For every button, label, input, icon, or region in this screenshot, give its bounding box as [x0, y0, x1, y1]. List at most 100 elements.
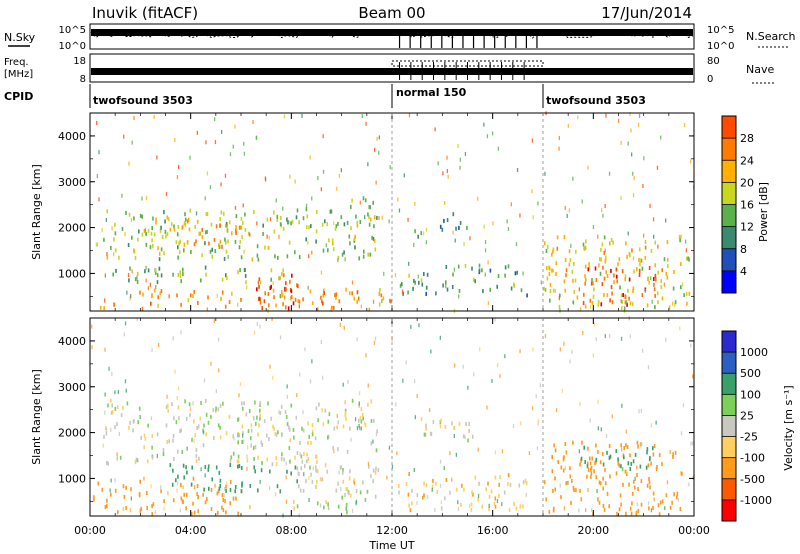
heatmap-cell	[473, 372, 475, 377]
colorbar-tick-label-velocity: -25	[740, 431, 758, 444]
colorbar-swatch	[722, 248, 736, 271]
heatmap-cell	[200, 467, 202, 472]
heatmap-cell	[136, 458, 139, 463]
heatmap-cell	[243, 141, 245, 146]
heatmap-cell	[634, 476, 636, 481]
heatmap-cell	[504, 273, 506, 278]
heatmap-cell	[273, 295, 275, 300]
heatmap-cell	[106, 504, 108, 509]
heatmap-cell	[624, 469, 627, 474]
heatmap-cell	[658, 453, 661, 457]
heatmap-cell	[212, 408, 215, 412]
heatmap-cell	[152, 243, 154, 248]
heatmap-cell	[410, 324, 412, 329]
heatmap-cell	[250, 428, 253, 433]
heatmap-cell	[166, 439, 168, 444]
heatmap-cell	[275, 432, 278, 437]
heatmap-cell	[484, 248, 487, 253]
heatmap-cell	[106, 252, 108, 256]
heatmap-cell	[133, 116, 135, 120]
heatmap-cell	[378, 150, 380, 155]
heatmap-cell	[134, 277, 137, 282]
heatmap-cell	[445, 284, 447, 289]
heatmap-cell	[133, 248, 135, 253]
heatmap-cell	[237, 440, 239, 445]
heatmap-cell	[182, 272, 184, 277]
heatmap-cell	[195, 454, 198, 459]
heatmap-cell	[104, 410, 106, 415]
heatmap-cell	[554, 476, 556, 481]
heatmap-cell	[342, 382, 344, 387]
heatmap-cell	[190, 482, 193, 487]
heatmap-cell	[564, 205, 566, 210]
heatmap-cell	[182, 224, 184, 229]
heatmap-cell	[633, 176, 635, 181]
heatmap-cell	[510, 202, 512, 207]
heatmap-cell	[322, 293, 324, 298]
heatmap-cell	[152, 216, 154, 221]
heatmap-cell	[367, 162, 369, 167]
heatmap-cell	[354, 245, 356, 250]
heatmap-cell	[656, 464, 658, 469]
heatmap-cell	[353, 478, 356, 483]
heatmap-cell	[107, 403, 109, 408]
heatmap-cell	[150, 484, 152, 489]
heatmap-cell	[305, 207, 308, 212]
heatmap-cell	[349, 241, 351, 246]
heatmap-cell	[105, 426, 107, 431]
heatmap-cell	[685, 291, 688, 296]
heatmap-cell	[125, 388, 127, 393]
heatmap-cell	[147, 286, 149, 291]
heatmap-cell	[458, 225, 460, 230]
heatmap-cell	[204, 500, 207, 505]
heatmap-cell	[133, 419, 135, 424]
heatmap-cell	[310, 250, 313, 255]
heatmap-cell	[124, 232, 126, 237]
heatmap-cell	[144, 228, 147, 233]
heatmap-cell	[372, 468, 375, 473]
heatmap-cell	[195, 239, 197, 244]
heatmap-cell	[600, 302, 603, 307]
y-tick-label: 3000	[58, 176, 86, 189]
heatmap-cell	[147, 423, 149, 428]
heatmap-cell	[333, 426, 336, 431]
heatmap-cell	[125, 210, 127, 215]
heatmap-cell	[295, 215, 298, 220]
heatmap-cell	[271, 317, 273, 322]
heatmap-cell	[300, 454, 303, 459]
heatmap-cell	[315, 468, 317, 473]
heatmap-cell	[112, 272, 114, 277]
heatmap-cell	[239, 239, 241, 244]
heatmap-cell	[225, 488, 227, 493]
heatmap-cell	[224, 223, 227, 228]
heatmap-cell	[425, 240, 427, 245]
heatmap-cell	[351, 291, 353, 296]
heatmap-cell	[141, 306, 144, 311]
heatmap-cell	[602, 462, 605, 467]
heatmap-cell	[657, 300, 659, 305]
heatmap-cell	[203, 487, 205, 492]
heatmap-cell	[680, 234, 682, 239]
heatmap-cell	[593, 322, 596, 327]
heatmap-cell	[151, 348, 153, 353]
heatmap-cell	[183, 475, 185, 480]
heatmap-cell	[298, 220, 300, 225]
heatmap-cell	[382, 296, 385, 301]
heatmap-cell	[284, 410, 287, 415]
heatmap-cell	[109, 488, 111, 493]
heatmap-cell	[113, 302, 115, 307]
heatmap-cell	[603, 235, 606, 240]
heatmap-cell	[624, 295, 627, 300]
heatmap-cell	[565, 481, 567, 486]
heatmap-cell	[235, 231, 237, 236]
heatmap-cell	[620, 502, 622, 507]
heatmap-cell	[339, 465, 342, 470]
heatmap-cell	[597, 302, 600, 307]
heatmap-cell	[320, 340, 322, 344]
heatmap-cell	[581, 199, 583, 204]
heatmap-cell	[125, 485, 127, 490]
x-tick-label: 04:00	[175, 524, 207, 537]
heatmap-cell	[113, 237, 115, 242]
heatmap-cell	[412, 286, 414, 291]
heatmap-cell	[128, 161, 130, 166]
